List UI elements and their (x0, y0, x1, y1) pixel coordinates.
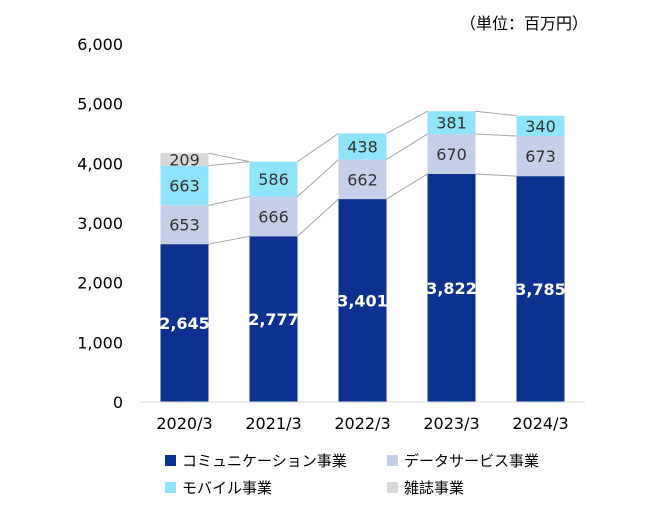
x-tick-label: 2024/3 (512, 414, 568, 433)
data-label: 340 (525, 117, 556, 136)
bar-segment-communication (338, 199, 387, 402)
data-label: 2,777 (248, 310, 299, 329)
bar-segment-mobile (427, 111, 476, 134)
series-connector-line (475, 110, 517, 117)
bar-segment-mobile (160, 165, 209, 206)
data-label: 209 (169, 150, 200, 169)
data-label: 662 (347, 170, 378, 189)
y-tick-label: 0 (113, 393, 123, 412)
y-tick-label: 6,000 (77, 35, 123, 54)
bar-segment-communication (160, 244, 209, 402)
legend-label-communication: コミュニケーション事業 (182, 452, 347, 470)
x-tick-label: 2022/3 (334, 414, 390, 433)
legend-swatch-magazine (387, 482, 398, 493)
x-tick-label: 2023/3 (423, 414, 479, 433)
legend-item-data-service: データサービス事業 (387, 450, 587, 471)
bar-segment-mobile (338, 133, 387, 160)
x-tick-label: 2020/3 (156, 414, 212, 433)
legend-item-communication: コミュニケーション事業 (165, 450, 387, 471)
legend-item-magazine: 雑誌事業 (387, 477, 587, 498)
data-label: 3,785 (515, 280, 566, 299)
data-label: 670 (436, 145, 467, 164)
bar-segment-communication (516, 176, 565, 402)
bar-segment-data-service (338, 159, 387, 200)
series-connector-line (297, 198, 339, 237)
legend-swatch-data-service (387, 455, 398, 466)
bar-segment-data-service (249, 196, 298, 237)
data-label: 438 (347, 138, 378, 157)
bar-segment-data-service (160, 205, 209, 245)
data-label: 381 (436, 114, 467, 133)
series-connector-line (208, 161, 250, 167)
bar-segment-data-service (516, 136, 565, 177)
series-connector-line (208, 196, 250, 206)
legend-label-mobile: モバイル事業 (182, 479, 273, 497)
bar-segment-communication (427, 173, 476, 402)
series-connector-line (297, 133, 339, 163)
series-connector-line (386, 133, 428, 160)
data-label: 3,401 (337, 292, 388, 311)
y-tick-label: 3,000 (77, 214, 123, 233)
y-tick-label: 2,000 (77, 274, 123, 293)
x-tick-label: 2021/3 (245, 414, 301, 433)
y-tick-label: 5,000 (77, 95, 123, 114)
data-label: 673 (525, 147, 556, 166)
series-connector-line (386, 173, 428, 200)
y-tick-label: 1,000 (77, 333, 123, 352)
series-connector-line (297, 159, 339, 197)
series-connector-line (386, 110, 428, 134)
bar-segment-mobile (516, 115, 565, 137)
legend-label-data-service: データサービス事業 (404, 452, 540, 470)
data-label: 586 (258, 170, 289, 189)
series-connector-line (208, 152, 250, 163)
data-label: 666 (258, 207, 289, 226)
bar-segment-mobile (249, 161, 298, 197)
series-connector-line (475, 173, 517, 177)
data-label: 2,645 (159, 314, 210, 333)
legend-item-mobile: モバイル事業 (165, 477, 387, 498)
series-connector-line (208, 235, 250, 245)
data-label: 653 (169, 216, 200, 235)
data-label: 663 (169, 176, 200, 195)
data-label: 3,822 (426, 279, 477, 298)
legend-swatch-mobile (165, 482, 176, 493)
bar-segment-communication (249, 236, 298, 402)
legend-label-magazine: 雑誌事業 (404, 479, 465, 497)
y-tick-label: 4,000 (77, 154, 123, 173)
legend-swatch-communication (165, 455, 176, 466)
legend: コミュニケーション事業 データサービス事業 モバイル事業 雑誌事業 (165, 450, 585, 498)
bar-segment-data-service (427, 133, 476, 174)
series-connector-line (475, 133, 517, 137)
bar-segment-magazine (160, 153, 209, 166)
unit-label: （単位：百万円） (459, 14, 588, 33)
